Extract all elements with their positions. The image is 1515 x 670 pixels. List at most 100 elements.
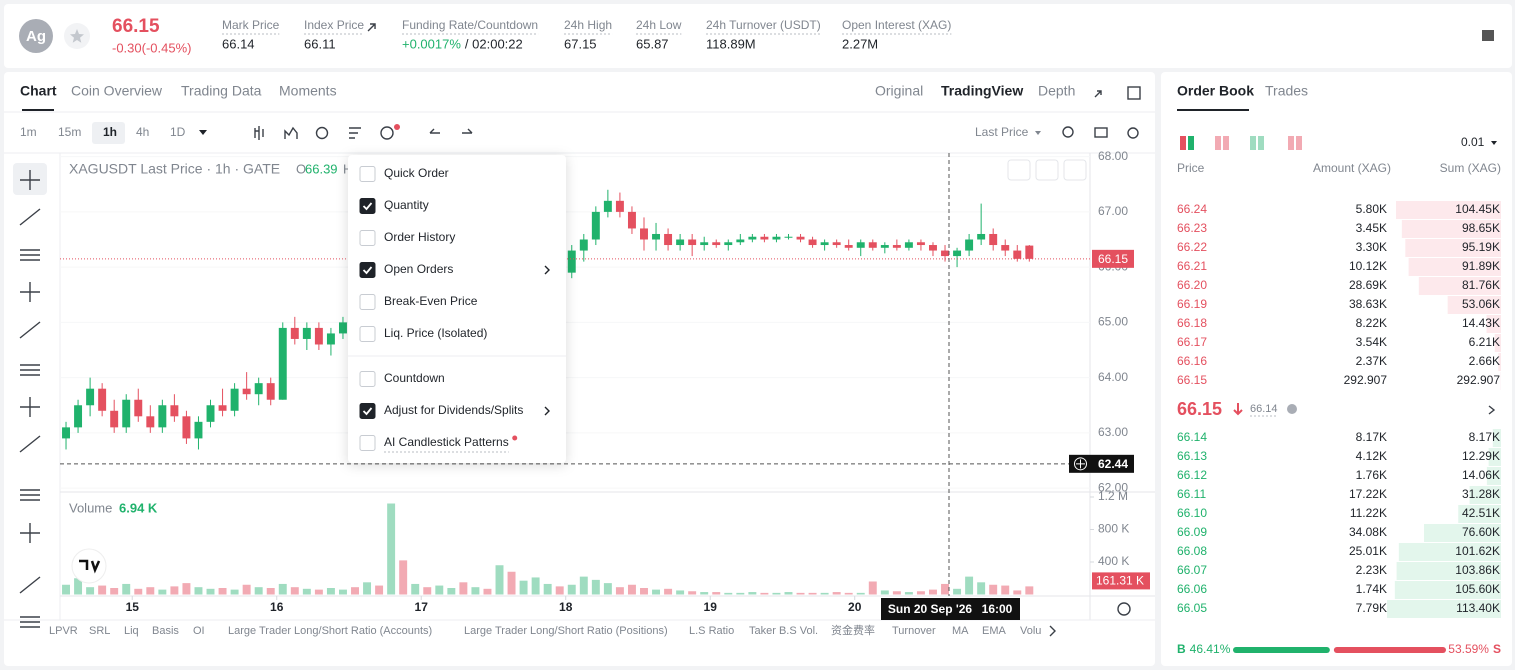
layout-icon[interactable]: [1188, 136, 1194, 150]
price-type[interactable]: Last Price: [975, 125, 1029, 139]
chart-button[interactable]: [1035, 159, 1059, 181]
checkbox[interactable]: [359, 230, 376, 246]
view-tab[interactable]: TradingView: [941, 83, 1023, 99]
replay-icon[interactable]: [315, 126, 329, 140]
drawing-tool[interactable]: [19, 208, 41, 226]
ob-price[interactable]: 66.23: [1177, 221, 1207, 235]
drawing-tool[interactable]: [20, 489, 40, 501]
expand-icon[interactable]: [1094, 90, 1102, 98]
indicator[interactable]: OI: [193, 625, 205, 637]
indicator[interactable]: L.S Ratio: [689, 625, 734, 637]
ob-price[interactable]: 66.16: [1177, 354, 1207, 368]
settings-add-icon[interactable]: [380, 126, 394, 140]
indicator[interactable]: Large Trader Long/Short Ratio (Positions…: [464, 625, 668, 637]
menu-item[interactable]: Adjust for Dividends/Splits: [384, 403, 523, 417]
menu-item[interactable]: Order History: [384, 230, 455, 244]
indicator[interactable]: Taker B.S Vol.: [749, 625, 818, 637]
layout-icon[interactable]: [1223, 136, 1229, 150]
drawing-tool[interactable]: [20, 249, 40, 261]
drawing-tool[interactable]: [20, 282, 40, 302]
layout-icon[interactable]: [1250, 136, 1256, 150]
checkbox[interactable]: [359, 166, 376, 182]
window-icon[interactable]: [1127, 86, 1141, 100]
layout-icon[interactable]: [1288, 136, 1294, 150]
layout-icon[interactable]: [1215, 136, 1221, 150]
interval[interactable]: 1m: [20, 125, 37, 139]
chart-tab[interactable]: Moments: [279, 83, 337, 99]
checkbox[interactable]: [359, 198, 376, 214]
indicator[interactable]: MA: [952, 625, 969, 637]
indicator[interactable]: Volu: [1020, 625, 1041, 637]
candle-type-icon[interactable]: [254, 126, 264, 140]
template-icon[interactable]: [349, 127, 361, 139]
ob-tab[interactable]: Order Book: [1177, 83, 1254, 99]
ob-price[interactable]: 66.13: [1177, 449, 1207, 463]
indicator[interactable]: SRL: [89, 625, 110, 637]
checkbox[interactable]: [359, 262, 376, 278]
layout-icon[interactable]: [1180, 136, 1186, 150]
ob-price[interactable]: 66.15: [1177, 373, 1207, 387]
view-tab[interactable]: Original: [875, 83, 923, 99]
ob-price[interactable]: 66.08: [1177, 544, 1207, 558]
settings-icon[interactable]: [1117, 602, 1131, 616]
redo-icon[interactable]: [462, 128, 473, 134]
ob-price[interactable]: 66.14: [1177, 430, 1207, 444]
ob-price[interactable]: 66.24: [1177, 202, 1207, 216]
drawing-tool[interactable]: [20, 397, 40, 417]
interval[interactable]: 15m: [58, 125, 81, 139]
checkbox[interactable]: [359, 326, 376, 342]
ob-price[interactable]: 66.10: [1177, 506, 1207, 520]
drawing-tool[interactable]: [20, 170, 40, 190]
chart-button[interactable]: [1063, 159, 1087, 181]
undo-icon[interactable]: [429, 128, 440, 134]
ob-price[interactable]: 66.07: [1177, 563, 1207, 577]
indicator[interactable]: Turnover: [892, 625, 936, 637]
indicator[interactable]: Large Trader Long/Short Ratio (Accounts): [228, 625, 432, 637]
indicator[interactable]: Basis: [152, 625, 179, 637]
ob-tab[interactable]: Trades: [1265, 83, 1308, 99]
ob-price[interactable]: 66.19: [1177, 297, 1207, 311]
menu-item[interactable]: Countdown: [384, 371, 445, 385]
ob-price[interactable]: 66.12: [1177, 468, 1207, 482]
ob-precision[interactable]: 0.01: [1461, 135, 1485, 149]
checkbox[interactable]: [359, 435, 376, 451]
ob-price[interactable]: 66.22: [1177, 240, 1207, 254]
ob-price[interactable]: 66.17: [1177, 335, 1207, 349]
ob-price[interactable]: 66.11: [1177, 487, 1206, 501]
ob-price[interactable]: 66.09: [1177, 525, 1207, 539]
chart-button[interactable]: [1007, 159, 1031, 181]
indicator-icon[interactable]: [284, 126, 298, 139]
chart-tab[interactable]: Trading Data: [181, 83, 262, 99]
menu-item[interactable]: Break-Even Price: [384, 294, 478, 308]
drawing-tool[interactable]: [19, 321, 41, 339]
checkbox[interactable]: [359, 371, 376, 387]
chart-tab[interactable]: Coin Overview: [71, 83, 163, 99]
layout-icon[interactable]: [1296, 136, 1302, 150]
ob-price[interactable]: 66.21: [1177, 259, 1207, 273]
chart-tab[interactable]: Chart: [20, 83, 57, 99]
indicator[interactable]: EMA: [982, 625, 1007, 637]
ob-price[interactable]: 66.05: [1177, 601, 1207, 615]
indicator[interactable]: LPVR: [49, 625, 78, 637]
checkbox[interactable]: [359, 403, 376, 419]
drawing-tool[interactable]: [20, 523, 40, 543]
menu-item[interactable]: Open Orders: [384, 262, 453, 276]
interval[interactable]: 1D: [170, 125, 186, 139]
drawing-tool[interactable]: [20, 364, 40, 376]
ob-price[interactable]: 66.18: [1177, 316, 1207, 330]
interval[interactable]: 1h: [103, 125, 117, 139]
book-icon[interactable]: [1482, 30, 1494, 41]
menu-item[interactable]: Quantity: [384, 198, 429, 212]
drawing-tool[interactable]: [19, 435, 41, 453]
menu-item[interactable]: Liq. Price (Isolated): [384, 326, 487, 340]
indicator[interactable]: Liq: [124, 625, 139, 637]
camera-icon[interactable]: [1094, 127, 1108, 138]
indicator[interactable]: 资金费率: [831, 623, 875, 637]
checkbox[interactable]: [359, 294, 376, 310]
layout-icon[interactable]: [1258, 136, 1264, 150]
interval[interactable]: 4h: [136, 125, 149, 139]
search-icon[interactable]: [1062, 126, 1074, 138]
gear-icon[interactable]: [1127, 127, 1139, 139]
menu-item[interactable]: Quick Order: [384, 166, 449, 180]
chevron-icon[interactable]: [1488, 405, 1496, 415]
